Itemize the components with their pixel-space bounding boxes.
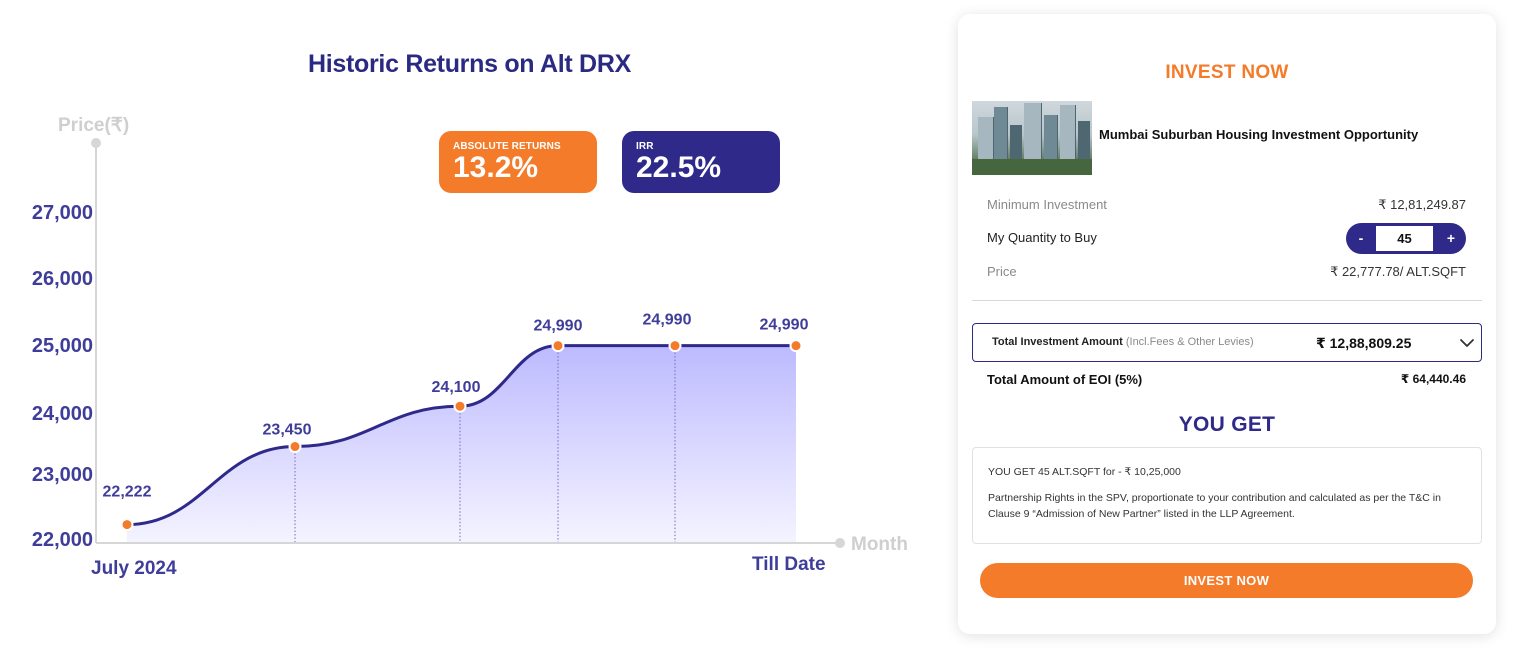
data-point: [120, 518, 134, 532]
absolute-returns-badge: ABSOLUTE RETURNS 13.2%: [439, 131, 597, 193]
total-investment-label: Total Investment Amount (Incl.Fees & Oth…: [992, 336, 1254, 348]
y-tick-label: 22,000: [32, 529, 93, 551]
minimum-investment-label: Minimum Investment: [987, 197, 1107, 212]
data-label: 24,990: [643, 312, 692, 329]
data-point: [288, 440, 302, 454]
chart-title: Historic Returns on Alt DRX: [308, 50, 631, 78]
invest-now-heading: INVEST NOW: [1165, 62, 1289, 83]
data-label: 22,222: [103, 484, 152, 501]
divider: [972, 300, 1482, 301]
eoi-row: Total Amount of EOI (5%) ₹ 64,440.46: [987, 372, 1466, 387]
property-name: Mumbai Suburban Housing Investment Oppor…: [1099, 127, 1419, 142]
y-tick-label: 26,000: [32, 268, 93, 290]
irr-value: 22.5%: [636, 151, 722, 184]
you-get-heading: YOU GET: [1178, 413, 1276, 436]
y-tick-label: 23,000: [32, 464, 93, 486]
absolute-returns-label: ABSOLUTE RETURNS: [453, 141, 561, 152]
minimum-investment-value: ₹ 12,81,249.87: [1378, 197, 1466, 212]
data-label: 24,990: [534, 318, 583, 335]
invest-now-button[interactable]: INVEST NOW: [980, 563, 1473, 598]
data-point: [789, 339, 803, 353]
quantity-decrement-button[interactable]: -: [1358, 230, 1364, 246]
y-axis-title: Price(₹): [58, 115, 129, 136]
y-axis-end-dot: [91, 138, 101, 148]
x-axis-title: Month: [851, 534, 908, 555]
price-label: Price: [987, 264, 1017, 279]
y-tick-label: 24,000: [32, 403, 93, 425]
total-investment-note: (Incl.Fees & Other Levies): [1125, 336, 1254, 348]
y-tick-label: 27,000: [32, 202, 93, 224]
data-point: [668, 339, 682, 353]
quantity-input[interactable]: [1376, 226, 1433, 251]
x-start-label: July 2024: [91, 558, 177, 579]
x-end-label: Till Date: [752, 554, 826, 575]
invest-card: INVEST NOW Mumbai Suburban Housing Inves…: [958, 14, 1496, 634]
quantity-stepper: - +: [1346, 223, 1466, 254]
you-get-description: Partnership Rights in the SPV, proportio…: [988, 492, 1441, 520]
y-tick-label: 25,000: [32, 335, 93, 357]
total-investment-label-text: Total Investment Amount: [992, 336, 1123, 348]
total-investment-dropdown[interactable]: Total Investment Amount (Incl.Fees & Oth…: [972, 323, 1482, 362]
chevron-down-icon[interactable]: [1457, 333, 1477, 353]
irr-label: IRR: [636, 141, 654, 152]
you-get-summary: YOU GET 45 ALT.SQFT for - ₹ 10,25,000: [988, 466, 1181, 478]
returns-chart: Price(₹) Month 22,000 23,000 24,000 25,000 26,…: [32, 115, 908, 579]
property-image: [972, 101, 1092, 175]
total-investment-value: ₹ 12,88,809.25: [1316, 335, 1412, 351]
quantity-increment-button[interactable]: +: [1446, 230, 1456, 246]
data-point: [551, 339, 565, 353]
data-label: 24,990: [760, 317, 809, 334]
eoi-value: ₹ 64,440.46: [1400, 372, 1466, 386]
irr-badge: IRR 22.5%: [622, 131, 780, 193]
data-label: 23,450: [263, 422, 312, 439]
eoi-label: Total Amount of EOI (5%): [987, 372, 1143, 387]
x-axis-end-dot: [835, 538, 845, 548]
data-label: 24,100: [432, 379, 481, 396]
price-value: ₹ 22,777.78/ ALT.SQFT: [1330, 264, 1466, 279]
data-point: [453, 399, 467, 413]
chart-area-fill: [127, 345, 796, 543]
quantity-label: My Quantity to Buy: [987, 230, 1097, 245]
you-get-box: YOU GET 45 ALT.SQFT for - ₹ 10,25,000 Pa…: [972, 447, 1482, 544]
absolute-returns-value: 13.2%: [453, 151, 539, 184]
